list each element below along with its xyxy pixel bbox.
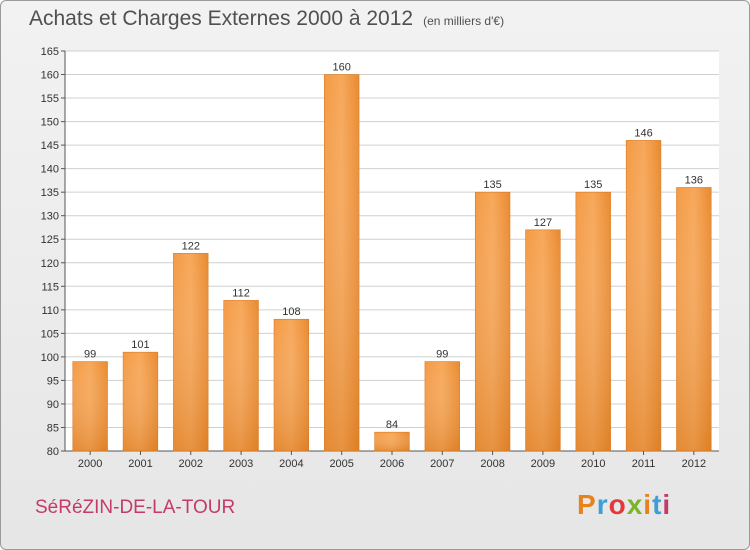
bar-value-label: 146	[634, 127, 652, 139]
x-tick-label: 2008	[480, 458, 504, 470]
x-tick-label: 2003	[229, 458, 253, 470]
bar-shade	[676, 187, 712, 451]
x-tick-label: 2002	[179, 458, 203, 470]
chart-title: Achats et Charges Externes 2000 à 2012 (e…	[29, 7, 504, 31]
bar-value-label: 136	[685, 174, 703, 186]
bar-shade	[575, 192, 611, 452]
bar-shade	[475, 192, 510, 452]
y-tick-label: 150	[41, 117, 59, 129]
y-tick-label: 125	[41, 234, 59, 246]
logo-letter: P	[577, 489, 597, 520]
y-tick-label: 130	[41, 211, 59, 223]
grid-lines	[65, 50, 719, 452]
logo-letter: i	[662, 489, 672, 520]
logo-letter: o	[608, 489, 627, 520]
logo-letter: r	[596, 489, 609, 520]
y-tick-label: 110	[41, 305, 59, 317]
y-tick-label: 105	[41, 328, 59, 340]
y-axis: 80 85 90 95 100 105 110 115 120 125 130 135 140 145 15…	[41, 46, 719, 458]
x-tick-label: 2001	[128, 458, 152, 470]
bar-value-label: 112	[232, 287, 250, 299]
bar-shade	[525, 229, 561, 451]
x-tick-label: 2010	[581, 458, 605, 470]
x-tick-label: 2009	[531, 458, 555, 470]
y-tick-label: 115	[41, 281, 59, 293]
y-tick-label: 135	[41, 187, 59, 199]
bar-value-label: 135	[483, 179, 501, 191]
y-tick-label: 120	[41, 258, 59, 270]
y-tick-label: 140	[41, 164, 59, 176]
y-tick-label: 85	[47, 422, 59, 434]
bar-shade	[424, 361, 460, 451]
y-tick-label: 165	[41, 46, 59, 58]
logo-letter: t	[652, 489, 663, 520]
proxiti-logo: Proxiti	[577, 489, 671, 521]
x-tick-label: 2005	[329, 458, 353, 470]
bar-value-label: 99	[84, 349, 96, 361]
x-axis: 2000 2001 2002 2003 2004 2005 2006 2007 2008 2009…	[78, 451, 706, 470]
logo-letter: x	[626, 489, 644, 520]
bar-shade	[626, 140, 661, 452]
bar-shade	[274, 319, 309, 451]
y-tick-label: 145	[41, 140, 59, 152]
bar-shade	[324, 74, 360, 451]
x-tick-label: 2004	[279, 458, 303, 470]
y-tick-label: 80	[47, 446, 59, 458]
bars: 99 101 122 112 108 160 84 99 135 127 135 146 136	[72, 62, 712, 452]
y-tick-label: 100	[41, 352, 59, 364]
x-tick-label: 2006	[380, 458, 404, 470]
y-tick-label: 95	[47, 375, 59, 387]
y-tick-label: 90	[47, 399, 59, 411]
bar-value-label: 99	[436, 349, 448, 361]
bar-value-label: 160	[333, 62, 351, 74]
bar-value-label: 122	[182, 240, 200, 252]
bar-shade	[223, 300, 259, 451]
logo-letter: i	[643, 489, 653, 520]
bar-value-label: 101	[131, 339, 149, 351]
bar-shade	[374, 432, 410, 451]
y-tick-label: 155	[41, 93, 59, 105]
chart-subtitle: (en milliers d'€)	[423, 14, 505, 28]
bar-shade	[123, 352, 158, 451]
bar-value-label: 127	[534, 217, 552, 229]
x-tick-label: 2000	[78, 458, 102, 470]
y-tick-label: 160	[41, 70, 59, 82]
x-tick-label: 2011	[632, 458, 656, 470]
x-tick-label: 2012	[682, 458, 706, 470]
bar-value-label: 135	[584, 179, 602, 191]
city-name: SéRéZIN-DE-LA-TOUR	[35, 497, 236, 518]
plot-area	[65, 51, 719, 451]
bar-value-label: 108	[282, 306, 300, 318]
bar-shade	[72, 361, 108, 451]
title-text: Achats et Charges Externes 2000 à 2012	[29, 7, 414, 30]
bar-value-label: 84	[386, 419, 398, 431]
bar-shade	[173, 253, 209, 451]
x-tick-label: 2007	[430, 458, 454, 470]
